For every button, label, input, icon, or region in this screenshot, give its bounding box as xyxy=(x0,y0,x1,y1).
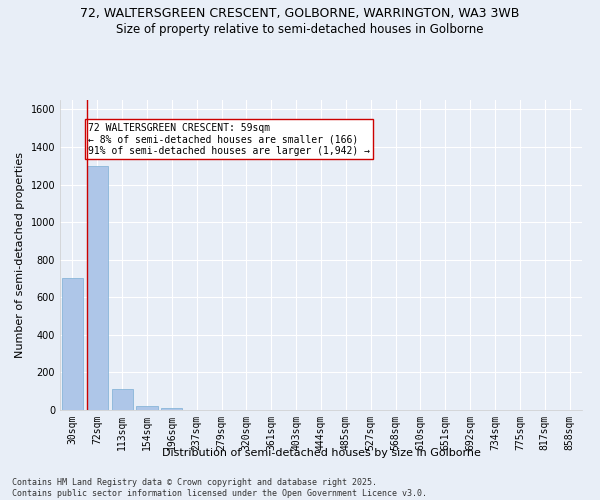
Text: 72, WALTERSGREEN CRESCENT, GOLBORNE, WARRINGTON, WA3 3WB: 72, WALTERSGREEN CRESCENT, GOLBORNE, WAR… xyxy=(80,8,520,20)
Text: Contains HM Land Registry data © Crown copyright and database right 2025.
Contai: Contains HM Land Registry data © Crown c… xyxy=(12,478,427,498)
Bar xyxy=(136,406,158,410)
Text: Distribution of semi-detached houses by size in Golborne: Distribution of semi-detached houses by … xyxy=(161,448,481,458)
Bar xyxy=(62,278,83,410)
Y-axis label: Number of semi-detached properties: Number of semi-detached properties xyxy=(15,152,25,358)
Text: Size of property relative to semi-detached houses in Golborne: Size of property relative to semi-detach… xyxy=(116,22,484,36)
Bar xyxy=(112,390,133,410)
Text: 72 WALTERSGREEN CRESCENT: 59sqm
← 8% of semi-detached houses are smaller (166)
9: 72 WALTERSGREEN CRESCENT: 59sqm ← 8% of … xyxy=(88,122,370,156)
Bar xyxy=(87,166,108,410)
Bar xyxy=(161,408,182,410)
